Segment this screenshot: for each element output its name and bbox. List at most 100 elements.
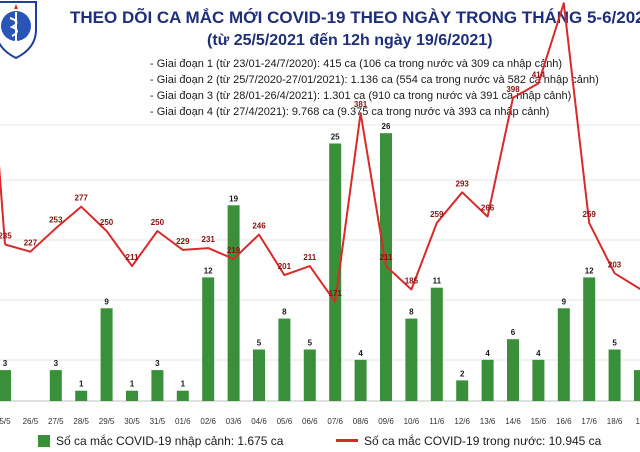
line-label-31/5: 250 (151, 218, 165, 227)
line-label-12/6: 293 (456, 179, 470, 188)
bar-label-31/5: 3 (155, 359, 160, 368)
x-tick-30/5: 30/5 (124, 417, 140, 426)
x-tick-13/6: 13/6 (480, 417, 496, 426)
bar-03/6 (227, 205, 240, 401)
x-tick-06/6: 06/6 (302, 417, 318, 426)
bar-18/6 (608, 349, 621, 401)
x-tick-04/6: 04/6 (251, 417, 267, 426)
phase-4-text: - Giai đoạn 4 (từ 27/4/2021): 9.768 ca (… (150, 106, 550, 118)
line-trail-out (614, 272, 640, 291)
bar-06/6 (303, 349, 316, 401)
bar-14/6 (507, 339, 519, 401)
legend-bars-label: Số ca mắc COVID-19 nhập cảnh: 1.675 ca (56, 434, 284, 448)
x-tick-05/6: 05/6 (277, 417, 293, 426)
x-tick-12/6: 12/6 (454, 417, 470, 426)
bar-label-01/6: 1 (181, 380, 186, 389)
chart-title: THEO DÕI CA MẮC MỚI COVID-19 THEO NGÀY T… (70, 8, 640, 27)
x-tick-15/6: 15/6 (531, 417, 547, 426)
bar-31/5 (151, 370, 164, 401)
bar-12/6 (456, 380, 469, 401)
bar-07/6 (329, 143, 342, 401)
x-tick-18/6: 18/6 (607, 417, 623, 426)
line-label-15/6: 414 (532, 70, 546, 79)
x-tick-11/6: 11/6 (429, 417, 445, 426)
bar-label-18/6: 5 (612, 339, 617, 348)
legend-line-label: Số ca mắc COVID-19 trong nước: 10.945 ca (364, 434, 602, 448)
bar-25/5 (0, 370, 11, 401)
legend-bar-swatch (38, 435, 50, 447)
line-label-28/5: 277 (75, 194, 89, 203)
phase-3-text: - Giai đoạn 3 (từ 28/01-26/4/2021): 1.30… (150, 90, 572, 102)
bar-label-25/5: 3 (3, 359, 8, 368)
bar-08/6 (354, 359, 367, 401)
line-label-30/5: 211 (126, 253, 139, 262)
bar-label-29/5: 9 (104, 297, 109, 306)
legend-line: Số ca mắc COVID-19 trong nước: 10.945 ca (336, 434, 601, 448)
bar-label-27/5: 3 (54, 359, 59, 368)
legend-bars: Số ca mắc COVID-19 nhập cảnh: 1.675 ca (38, 434, 283, 448)
bar-label-04/6: 5 (257, 339, 262, 348)
x-tick-09/6: 09/6 (378, 417, 394, 426)
bar-28/5 (75, 390, 88, 401)
line-label-26/5: 227 (24, 239, 38, 248)
x-tick-31/5: 31/5 (150, 417, 166, 426)
line-label-06/6: 211 (303, 253, 316, 262)
line-label-03/6: 219 (227, 246, 241, 255)
bar-04/6 (253, 349, 265, 401)
bar-label-28/5: 1 (79, 380, 84, 389)
line-label-02/6: 231 (202, 235, 216, 244)
line-label-29/5: 250 (100, 218, 114, 227)
bar-label-08/6: 4 (358, 349, 363, 358)
x-tick-08/6: 08/6 (353, 417, 369, 426)
bar-label-17/6: 12 (585, 266, 594, 275)
line-label-11/6: 259 (430, 210, 444, 219)
bar-label-11/6: 11 (433, 277, 442, 286)
bar-label-15/6: 4 (536, 349, 541, 358)
x-tick-19/6: 19 (636, 417, 640, 426)
line-label-01/6: 229 (176, 237, 190, 246)
x-tick-29/5: 29/5 (99, 417, 115, 426)
bar-label-07/6: 25 (331, 133, 340, 142)
bar-label-16/6: 9 (562, 297, 567, 306)
line-label-27/5: 253 (49, 215, 63, 224)
x-tick-14/6: 14/6 (505, 417, 521, 426)
x-tick-27/5: 27/5 (48, 417, 64, 426)
line-label-04/6: 246 (252, 222, 266, 231)
legend-line-swatch (336, 439, 358, 442)
bar-label-10/6: 8 (409, 308, 414, 317)
bar-label-09/6: 26 (382, 122, 391, 131)
bar-16/6 (557, 308, 570, 401)
line-label-18/6: 203 (608, 260, 622, 269)
line-label-10/6: 185 (405, 277, 419, 286)
bar-label-13/6: 4 (485, 349, 490, 358)
bar-11/6 (430, 287, 443, 401)
bar-10/6 (405, 318, 418, 401)
ministry-of-health-logo (0, 0, 44, 60)
line-lead-in (0, 165, 6, 245)
bar-27/5 (49, 370, 62, 401)
x-tick-25/5: 5/5 (0, 417, 11, 426)
phase-1-text: - Giai đoạn 1 (từ 23/01-24/7/2020): 415 … (150, 58, 563, 70)
line-label-05/6: 201 (278, 262, 292, 271)
bar-01/6 (176, 390, 189, 401)
cases-chart: 3 319131121958525426811246491252352272532… (0, 2, 640, 426)
bar-label-05/6: 8 (282, 308, 287, 317)
x-tick-03/6: 03/6 (226, 417, 242, 426)
bar-label-12/6: 2 (460, 369, 465, 378)
bar-label-02/6: 12 (204, 266, 213, 275)
bar-02/6 (202, 277, 215, 401)
x-tick-17/6: 17/6 (581, 417, 597, 426)
phase-summary: - Giai đoạn 1 (từ 23/01-24/7/2020): 415 … (150, 56, 599, 120)
bar-label-30/5: 1 (130, 380, 135, 389)
chart-legend: Số ca mắc COVID-19 nhập cảnh: 1.675 ca S… (0, 432, 640, 452)
x-tick-02/6: 02/6 (200, 417, 216, 426)
bar-30/5 (126, 390, 138, 401)
bar-15/6 (532, 359, 545, 401)
line-label-25/5: 235 (0, 232, 12, 241)
line-label-14/6: 398 (506, 85, 520, 94)
x-tick-10/6: 10/6 (404, 417, 420, 426)
line-label-07/6: 171 (329, 289, 343, 298)
bar-19/6 (634, 370, 640, 401)
bar-17/6 (583, 277, 596, 401)
x-tick-26/5: 26/5 (23, 417, 39, 426)
